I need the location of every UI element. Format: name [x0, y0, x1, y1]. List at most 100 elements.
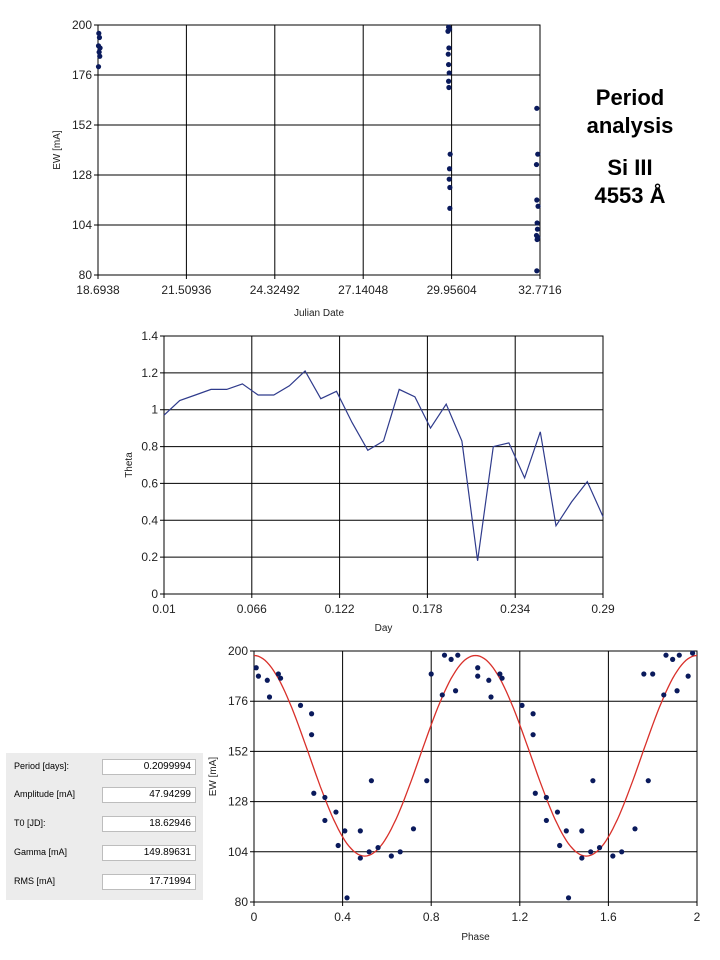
data-point — [397, 849, 403, 855]
data-point — [333, 809, 339, 815]
plot-frame — [97, 24, 541, 276]
data-point — [446, 45, 452, 51]
data-point — [446, 176, 452, 182]
data-point — [275, 671, 281, 677]
y-tick-label: 80 — [79, 268, 93, 282]
data-point — [532, 790, 538, 796]
amplitude-value-field[interactable]: 47.94299 — [102, 787, 196, 803]
y-tick-label: 0.2 — [141, 550, 158, 564]
y-tick-label: 152 — [228, 744, 248, 758]
data-point — [253, 665, 259, 671]
y-tick-label: 1.2 — [141, 366, 158, 380]
data-point — [530, 711, 536, 717]
data-point — [530, 732, 536, 738]
y-tick-label: 176 — [72, 68, 92, 82]
data-point — [663, 652, 669, 658]
t0-value-field[interactable]: 18.62946 — [102, 816, 196, 832]
data-point — [565, 895, 572, 901]
data-point — [455, 652, 461, 658]
data-point — [441, 652, 448, 658]
x-tick-label: 29.95604 — [427, 283, 477, 297]
data-point — [535, 203, 541, 209]
data-point — [410, 826, 417, 832]
data-point — [475, 665, 481, 671]
data-point — [619, 849, 625, 855]
data-point — [322, 794, 328, 801]
data-point — [534, 197, 540, 203]
data-point — [445, 78, 452, 84]
y-tick-label: 1 — [151, 403, 158, 417]
x-tick-label: 0 — [251, 910, 258, 924]
data-point — [534, 268, 540, 274]
y-tick-label: 152 — [72, 118, 92, 132]
y-tick-label: 200 — [72, 18, 92, 32]
data-point — [375, 845, 381, 851]
data-point — [685, 673, 691, 679]
gamma-value-field[interactable]: 149.89631 — [102, 845, 196, 861]
data-point — [475, 673, 481, 679]
data-point — [650, 671, 656, 677]
y-tick-label: 104 — [72, 218, 92, 232]
side-title-line4: 4553 Å — [594, 183, 666, 208]
x-axis-label: Phase — [461, 932, 490, 943]
data-point — [557, 842, 563, 849]
data-point — [96, 49, 102, 55]
data-point — [676, 652, 682, 658]
side-title-line2: analysis — [586, 113, 674, 138]
data-point — [447, 151, 453, 157]
data-point — [308, 732, 315, 738]
data-point — [388, 853, 394, 859]
x-tick-label: 0.122 — [325, 602, 355, 616]
param-label: Gamma [mA] — [14, 847, 68, 857]
data-point — [344, 895, 350, 901]
data-point — [533, 161, 540, 168]
data-point — [563, 828, 569, 834]
param-row-rms: RMS [mA] 17.71994 — [6, 873, 203, 893]
x-tick-label: 18.6938 — [76, 283, 120, 297]
data-point — [588, 849, 594, 855]
y-tick-label: 0.6 — [141, 476, 158, 490]
plot-frame — [163, 335, 604, 595]
y-tick-label: 128 — [228, 795, 248, 809]
data-point — [497, 671, 503, 677]
y-tick-label: 80 — [235, 895, 249, 909]
period-value-field[interactable]: 0.2099994 — [102, 759, 196, 775]
data-point — [447, 205, 453, 211]
x-tick-label: 0.178 — [412, 602, 442, 616]
data-point — [277, 675, 284, 681]
data-point — [535, 151, 541, 157]
data-point — [424, 778, 430, 784]
x-tick-label: 32.7716 — [518, 283, 562, 297]
fit-parameters-panel: Period [days]: 0.2099994 Amplitude [mA] … — [6, 753, 203, 900]
param-row-period: Period [days]: 0.2099994 — [6, 758, 203, 778]
side-title-line1: Period — [595, 85, 665, 110]
data-point — [488, 694, 494, 700]
data-point — [590, 778, 596, 784]
data-point — [448, 656, 454, 662]
data-point — [645, 778, 651, 784]
data-point — [368, 778, 374, 784]
data-point — [335, 842, 341, 849]
x-tick-label: 0.01 — [152, 602, 176, 616]
x-axis-label: Julian Date — [294, 308, 344, 319]
param-row-amplitude: Amplitude [mA] 47.94299 — [6, 786, 203, 806]
y-tick-label: 104 — [228, 845, 248, 859]
data-point — [579, 855, 585, 861]
data-point — [447, 184, 453, 191]
data-point — [311, 790, 317, 796]
x-tick-label: 1.6 — [600, 910, 617, 924]
theta-series-line — [163, 370, 604, 561]
data-point — [266, 694, 273, 700]
x-tick-label: 0.29 — [591, 602, 615, 616]
x-tick-label: 0.066 — [237, 602, 267, 616]
y-axis-label: EW [mA] — [52, 130, 63, 170]
rms-value-field[interactable]: 17.71994 — [102, 874, 196, 890]
data-point — [534, 226, 541, 232]
y-tick-label: 0.4 — [141, 513, 158, 527]
data-point — [96, 30, 102, 36]
data-point — [486, 677, 492, 683]
data-point — [674, 688, 680, 694]
data-point — [534, 220, 540, 226]
data-point — [445, 28, 451, 34]
data-point — [445, 61, 452, 68]
